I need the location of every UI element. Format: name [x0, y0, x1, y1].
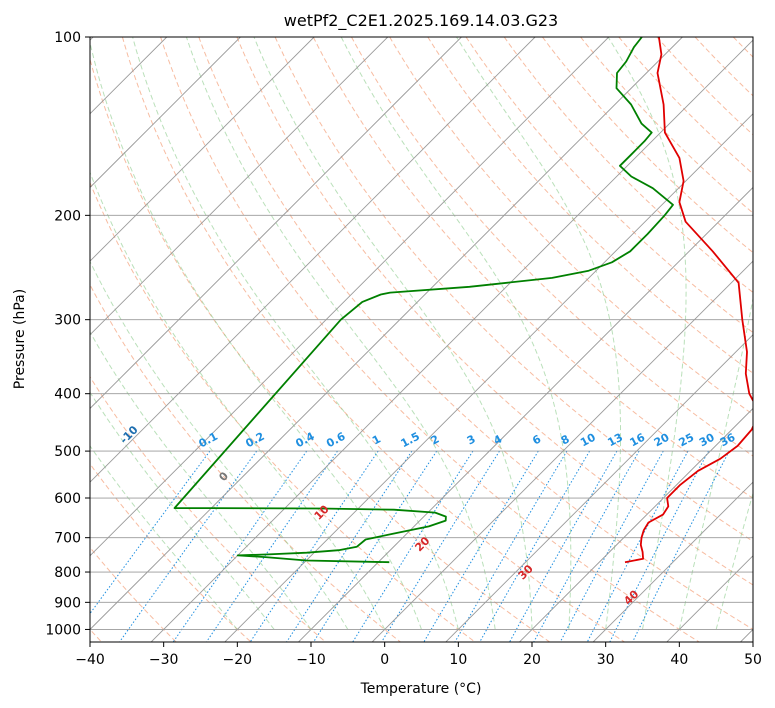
mixing-ratio-label: 20: [652, 431, 672, 450]
moist-adiabat: [456, 37, 621, 630]
dry-adiabat: [90, 546, 177, 642]
y-tick-label: 100: [54, 30, 81, 46]
mixing-ratio-line: [205, 450, 338, 642]
x-axis-ticks: −40 −30 −20 −10 0 10 20 30 40 50: [75, 642, 762, 668]
isotherm: [445, 334, 753, 642]
y-tick-label: 800: [54, 565, 81, 581]
isotherm: [90, 37, 536, 483]
dry-adiabat: [90, 57, 551, 642]
moist-adiabat: [185, 37, 496, 630]
dry-adiabat: [198, 37, 753, 631]
mixing-ratio-line: [381, 450, 500, 642]
mixing-ratio-line: [533, 450, 640, 642]
y-tick-label: 700: [54, 531, 81, 547]
mixing-ratio-label: 30: [697, 431, 717, 450]
isotherm: [371, 260, 753, 642]
dry-adiabat: [90, 283, 402, 642]
isotherm: [90, 37, 315, 262]
plot-area: -100-90-80-70-60-50-40-30-20-10010203040…: [90, 37, 753, 642]
dry-adiabat: [312, 37, 753, 499]
y-tick-label: 1000: [45, 622, 81, 638]
moist-adiabat: [90, 331, 312, 630]
isotherm: [297, 186, 753, 642]
mixing-ratio-line: [90, 450, 211, 615]
x-tick-label: 50: [744, 652, 762, 668]
dry-adiabat: [580, 37, 753, 214]
moist-adiabat: [90, 171, 386, 630]
mixing-ratio-label: 16: [628, 431, 648, 450]
dry-adiabat: [503, 37, 753, 294]
isotherm: [90, 37, 389, 336]
x-tick-label: −40: [75, 652, 105, 668]
x-tick-label: −10: [296, 652, 326, 668]
mixing-ratio-line: [352, 450, 474, 642]
dry-adiabat: [236, 37, 753, 586]
moist-adiabat: [607, 37, 687, 630]
temperature-profile-line: [624, 37, 753, 564]
mixing-ratio-label: 36: [718, 430, 738, 449]
moist-adiabat: [90, 260, 349, 630]
mixing-ratio-label: 25: [677, 431, 697, 450]
moist-adiabat: [340, 37, 572, 630]
mixing-ratio-line: [632, 450, 730, 642]
y-tick-label: 500: [54, 444, 81, 460]
isotherm: [90, 37, 610, 557]
x-tick-label: −30: [149, 652, 179, 668]
plot-frame: [89, 36, 754, 643]
mixing-ratio-line: [423, 450, 539, 642]
dry-adiabat: [90, 375, 327, 642]
isotherm: [90, 37, 462, 410]
y-tick-label: 200: [54, 208, 81, 224]
x-tick-label: 30: [597, 652, 615, 668]
x-tick-label: 0: [380, 652, 389, 668]
line-labels: -100-90-80-70-60-50-40-30-20-10010203040…: [117, 423, 738, 608]
sounding-series: [173, 37, 753, 564]
moist-adiabat: [678, 296, 753, 630]
mixing-ratio-line: [586, 450, 689, 642]
moist-adiabat: [253, 37, 533, 630]
y-tick-label: 900: [54, 595, 81, 611]
dry-adiabats: [90, 37, 753, 642]
mixing-ratio-label: 13: [605, 431, 625, 450]
dry-adiabat: [274, 37, 753, 542]
mixing-ratio-line: [249, 450, 379, 642]
x-tick-label: −20: [223, 652, 253, 668]
isotherm: [90, 37, 683, 631]
dewpoint-profile-line: [173, 37, 674, 564]
mixing-ratio-line: [479, 450, 591, 642]
isotherm: [518, 407, 753, 642]
x-tick-label: 10: [449, 652, 467, 668]
moist-adiabat: [715, 491, 753, 630]
y-axis-ticks: 100 200 300 400 500 600 700 800 900 1000: [45, 30, 90, 638]
isobars: [90, 37, 753, 630]
dry-adiabat: [90, 181, 476, 642]
mixing-ratio-line: [509, 450, 618, 642]
dry-adiabat: [427, 37, 753, 374]
chart-title: wetPf2_C2E1.2025.169.14.03.G23: [284, 11, 558, 31]
dry-adiabat: [465, 37, 753, 334]
dry-adiabat: [389, 37, 753, 416]
isotherm: [592, 481, 753, 642]
mixing-ratio-label: 10: [578, 431, 598, 450]
moist-adiabat: [90, 40, 422, 630]
isotherms: [90, 37, 753, 642]
dry-adiabat: [351, 37, 753, 457]
x-axis-label: Temperature (°C): [360, 681, 482, 697]
dry-adiabat: [160, 37, 701, 642]
isotherm: [150, 39, 753, 642]
isotherm: [90, 37, 241, 189]
x-tick-label: 40: [670, 652, 688, 668]
y-tick-label: 600: [54, 491, 81, 507]
y-tick-label: 300: [54, 313, 81, 329]
y-tick-label: 400: [54, 387, 81, 403]
y-axis-label: Pressure (hPa): [12, 289, 28, 389]
x-tick-label: 20: [523, 652, 541, 668]
mixing-ratio-line: [559, 450, 664, 642]
mixing-ratio-lines: [90, 450, 730, 642]
